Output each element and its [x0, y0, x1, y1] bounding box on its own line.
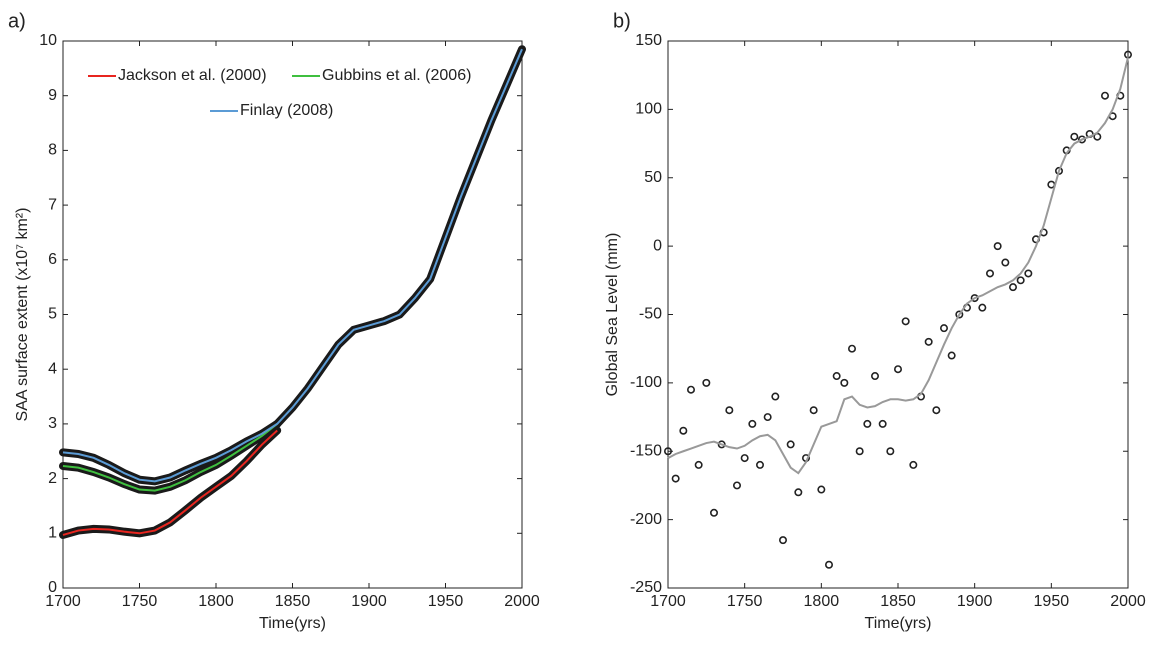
point [970, 294, 979, 303]
point [847, 344, 856, 353]
x-tick-label: 1800 [804, 593, 840, 610]
point [1016, 276, 1025, 285]
y-tick-label: 3 [48, 415, 57, 432]
panel-label: b) [613, 10, 631, 32]
point [725, 406, 734, 415]
point [1101, 91, 1110, 100]
point [663, 447, 672, 456]
x-tick-label: 2000 [504, 593, 540, 610]
point [686, 385, 695, 394]
point [763, 413, 772, 422]
x-axis-label: Time(yrs) [259, 615, 326, 632]
y-tick-label: 2 [48, 470, 57, 487]
point [832, 372, 841, 381]
point [702, 378, 711, 387]
line [667, 57, 1129, 475]
y-tick-label: 0 [653, 237, 662, 254]
x-tick-label: 1850 [275, 593, 311, 610]
point [901, 317, 910, 326]
panel-label: a) [8, 10, 26, 32]
plot-area [667, 40, 1129, 589]
x-tick-label: 2000 [1110, 593, 1146, 610]
point [717, 440, 726, 449]
point [932, 406, 941, 415]
y-tick-label: -250 [630, 579, 662, 596]
point [924, 337, 933, 346]
y-tick-label: 8 [48, 142, 57, 159]
y-tick-label: 5 [48, 306, 57, 323]
y-axis-label: SAA surface extent (x10⁷ km²) [14, 208, 31, 422]
line [62, 429, 278, 536]
point [939, 324, 948, 333]
point [870, 372, 879, 381]
x-tick-label: 1700 [650, 593, 686, 610]
legend-label: Gubbins et al. (2006) [322, 67, 471, 84]
x-tick-label: 1800 [198, 593, 234, 610]
y-tick-label: 10 [39, 32, 57, 49]
point [893, 365, 902, 374]
legend-label: Finlay (2008) [240, 102, 333, 119]
point [955, 310, 964, 319]
y-tick-label: 4 [48, 360, 57, 377]
x-tick-label: 1750 [727, 593, 763, 610]
point [1070, 132, 1079, 141]
x-tick-label: 1850 [880, 593, 916, 610]
point [824, 560, 833, 569]
y-tick-label: 150 [635, 32, 662, 49]
y-tick-label: -150 [630, 442, 662, 459]
point [794, 488, 803, 497]
point [1001, 258, 1010, 267]
y-axis-label: Global Sea Level (mm) [604, 233, 621, 397]
legend-label: Jackson et al. (2000) [118, 67, 267, 84]
point [748, 419, 757, 428]
point [1008, 283, 1017, 292]
line [62, 423, 278, 492]
point [778, 536, 787, 545]
x-tick-label: 1750 [122, 593, 158, 610]
point [855, 447, 864, 456]
point [947, 351, 956, 360]
x-tick-label: 1900 [351, 593, 387, 610]
point [671, 474, 680, 483]
y-tick-label: 50 [644, 169, 662, 186]
point [817, 485, 826, 494]
point [978, 303, 987, 312]
point [886, 447, 895, 456]
point [985, 269, 994, 278]
y-tick-label: -50 [639, 306, 662, 323]
point [755, 460, 764, 469]
line [62, 48, 523, 483]
point [740, 454, 749, 463]
y-tick-label: 9 [48, 87, 57, 104]
point [878, 419, 887, 428]
y-tick-label: -100 [630, 374, 662, 391]
point [679, 426, 688, 435]
point [840, 378, 849, 387]
plot-area [62, 40, 523, 589]
y-tick-label: 100 [635, 101, 662, 118]
y-tick-label: 6 [48, 251, 57, 268]
point [694, 460, 703, 469]
x-tick-label: 1950 [428, 593, 464, 610]
point [709, 508, 718, 517]
point [1078, 135, 1087, 144]
x-axis-label: Time(yrs) [865, 615, 932, 632]
point [993, 242, 1002, 251]
x-tick-label: 1950 [1034, 593, 1070, 610]
y-tick-label: 7 [48, 196, 57, 213]
x-tick-label: 1900 [957, 593, 993, 610]
point [732, 481, 741, 490]
y-tick-label: 0 [48, 579, 57, 596]
x-tick-label: 1700 [45, 593, 81, 610]
y-tick-label: 1 [48, 525, 57, 542]
point [786, 440, 795, 449]
point [771, 392, 780, 401]
point [809, 406, 818, 415]
y-tick-label: -200 [630, 511, 662, 528]
point [1024, 269, 1033, 278]
point [863, 419, 872, 428]
point [909, 460, 918, 469]
